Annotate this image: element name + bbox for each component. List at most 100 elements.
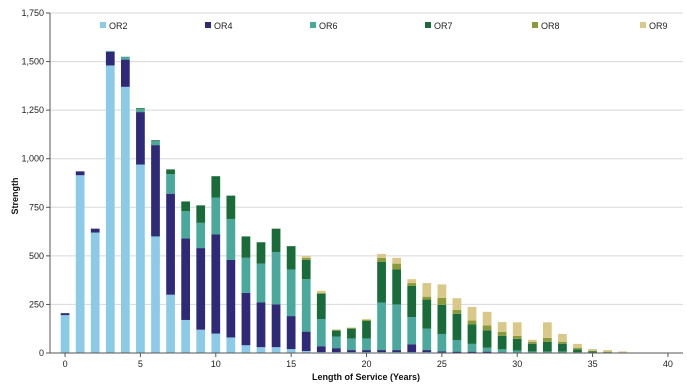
- bar-segment-or4: [181, 238, 191, 320]
- y-axis-title: Strength: [10, 178, 20, 215]
- bar-segment-or8: [362, 319, 371, 321]
- bar-segment-or7: [196, 205, 206, 223]
- bar-stack: [422, 283, 432, 353]
- bar-segment-or2: [241, 345, 251, 353]
- bar-segment-or4: [151, 145, 160, 237]
- bar-segment-or2: [105, 65, 115, 353]
- bar-segment-or8: [482, 325, 492, 331]
- bar-segment-or7: [497, 335, 507, 350]
- bar-segment-or6: [105, 50, 115, 52]
- bar-segment-or7: [347, 328, 356, 339]
- bar-segment-or2: [256, 347, 266, 353]
- bar-segment-or4: [226, 259, 236, 338]
- y-tick-label: 500: [29, 251, 44, 261]
- bar-segment-or9: [603, 350, 613, 352]
- bar-segment-or4: [136, 112, 145, 165]
- bar-segment-or7: [181, 201, 191, 212]
- bar-segment-or7: [331, 330, 341, 337]
- bar-segment-or9: [392, 257, 402, 264]
- bar-stack: [181, 201, 191, 353]
- bar-segment-or6: [256, 263, 266, 303]
- bar-segment-or7: [558, 343, 567, 352]
- bar-segment-or9: [362, 319, 371, 320]
- bar-segment-or2: [166, 294, 175, 353]
- bar-segment-or7: [422, 299, 432, 329]
- bar-stack: [136, 108, 145, 353]
- legend-item-or6: OR6: [310, 21, 338, 31]
- x-tick-label: 25: [437, 359, 447, 369]
- legend-label: OR2: [109, 21, 128, 31]
- bar-segment-or8: [392, 263, 402, 270]
- bar-stack: [558, 333, 567, 353]
- bar-stack: [166, 169, 175, 353]
- bar-segment-or8: [331, 329, 341, 331]
- bar-stack: [211, 176, 221, 353]
- bar-stack: [573, 343, 582, 353]
- bar-segment-or6: [452, 339, 462, 352]
- bar-segment-or6: [437, 333, 447, 352]
- bar-stack: [512, 322, 522, 353]
- bar-segment-or4: [75, 171, 85, 176]
- bar-segment-or8: [542, 337, 552, 342]
- bar-segment-or7: [437, 304, 447, 334]
- bar-stack: [347, 327, 356, 353]
- bar-stack: [331, 329, 341, 353]
- bar-segment-or8: [512, 335, 522, 339]
- bar-segment-or6: [120, 56, 130, 60]
- bar-stack: [241, 236, 251, 353]
- bar-segment-or4: [120, 59, 130, 87]
- bar-stack: [437, 284, 447, 353]
- x-tick-label: 30: [512, 359, 522, 369]
- bar-segment-or6: [211, 197, 221, 235]
- bar-segment-or4: [271, 304, 281, 348]
- bar-segment-or9: [588, 349, 597, 351]
- bar-stack: [286, 246, 296, 353]
- bar-segment-or6: [422, 328, 432, 351]
- bar-stack: [392, 257, 402, 353]
- x-tick-labels: 0 5 10 15 20 25 30 35 40: [63, 359, 673, 369]
- bar-segment-or9: [573, 343, 582, 348]
- bar-segment-or2: [75, 175, 85, 353]
- bar-segment-or6: [271, 251, 281, 305]
- bar-segment-or2: [211, 333, 221, 353]
- bar-segment-or9: [542, 322, 552, 338]
- bar-stack: [377, 253, 386, 353]
- axes: [46, 12, 683, 357]
- bar-segment-or8: [527, 341, 537, 344]
- legend-item-or2: OR2: [100, 21, 128, 31]
- y-tick-label: 1,250: [21, 105, 44, 115]
- x-axis-title: Length of Service (Years): [312, 372, 420, 382]
- bar-segment-or6: [467, 343, 477, 352]
- bar-segment-or7: [166, 169, 175, 175]
- legend-label: OR4: [214, 21, 233, 31]
- y-tick-label: 0: [39, 348, 44, 358]
- bar-segment-or7: [467, 324, 477, 344]
- bar-segment-or6: [482, 347, 492, 352]
- bar-segment-or6: [527, 351, 537, 353]
- legend-label: OR6: [319, 21, 338, 31]
- y-tick-labels: 0 250 500 750 1,000 1,250 1,500 1,750: [21, 8, 44, 358]
- bar-segment-or7: [482, 330, 492, 348]
- grid-lines: [50, 12, 683, 305]
- bar-segment-or7: [256, 242, 266, 264]
- bar-segment-or9: [618, 351, 628, 353]
- legend-label: OR9: [649, 21, 668, 31]
- bar-segment-or4: [377, 350, 386, 353]
- bar-segment-or9: [301, 255, 311, 258]
- bar-segment-or2: [60, 315, 70, 353]
- bar-segment-or8: [603, 351, 613, 353]
- legend: OR2 OR4 OR6 OR7 OR8 OR9: [100, 21, 668, 31]
- bar-segment-or7: [271, 228, 281, 252]
- bar-segment-or2: [136, 164, 145, 353]
- bar-segment-or4: [286, 316, 296, 350]
- bar-segment-or4: [347, 350, 356, 353]
- bar-segment-or6: [497, 349, 507, 353]
- bar-stack: [151, 140, 160, 353]
- bar-stack: [271, 228, 281, 353]
- bar-segment-or6: [241, 257, 251, 293]
- bar-segment-or8: [497, 331, 507, 336]
- bar-segment-or8: [301, 257, 311, 260]
- bar-stack: [482, 311, 492, 353]
- bar-stack: [527, 339, 537, 353]
